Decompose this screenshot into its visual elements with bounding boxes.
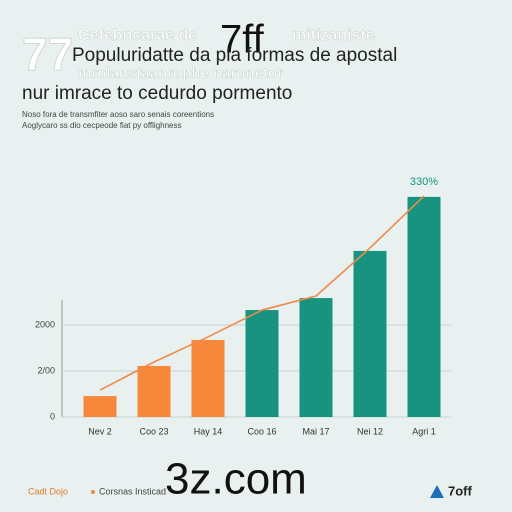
y-tick-label: 2000 [35, 319, 55, 329]
x-tick-label: Agri 1 [412, 426, 436, 436]
note: Noso fora de transmfiter aoso saro senai… [22, 110, 214, 119]
note: Aoglycaro ss dio cecpeode fiat py offlig… [22, 121, 182, 130]
legend-label: Corsnas Insticad [99, 486, 166, 496]
bar [245, 310, 279, 417]
line [99, 195, 425, 391]
y-tick-label: 2/00 [37, 365, 55, 375]
y-tick-label: 0 [50, 411, 55, 421]
x-tick-label: Coo 23 [139, 426, 168, 436]
x-tick-label: Nei 12 [357, 426, 383, 436]
watermark: 3z.com [165, 455, 307, 504]
legend-label: Cadt Dojo [28, 486, 68, 496]
x-tick-label: Nev 2 [88, 426, 112, 436]
bar [137, 365, 171, 417]
logo-icon [430, 485, 444, 498]
logo: 77 [22, 28, 73, 80]
x-tick-label: Hay 14 [194, 426, 223, 436]
bar [299, 298, 333, 417]
brand: 7ff [220, 18, 265, 62]
overlay-text: mitizaniste [292, 27, 375, 44]
annotation: 330% [410, 176, 438, 188]
bar [191, 339, 225, 417]
legend-dot [91, 490, 95, 494]
chart-title: Populuridatte da pla formas de apostal [72, 45, 397, 66]
bar [407, 196, 441, 417]
overlay-text: mrolanstaanrophe naronetor [78, 65, 283, 82]
overlay-text: Cefebncarae de [78, 27, 197, 44]
chart-subtitle: nur imrace to cedurdo pormento [22, 83, 292, 104]
x-tick-label: Coo 16 [247, 426, 276, 436]
bar [353, 250, 387, 417]
footer-logo: 7off [448, 483, 473, 498]
bar [83, 396, 117, 417]
x-tick-label: Mai 17 [302, 426, 329, 436]
